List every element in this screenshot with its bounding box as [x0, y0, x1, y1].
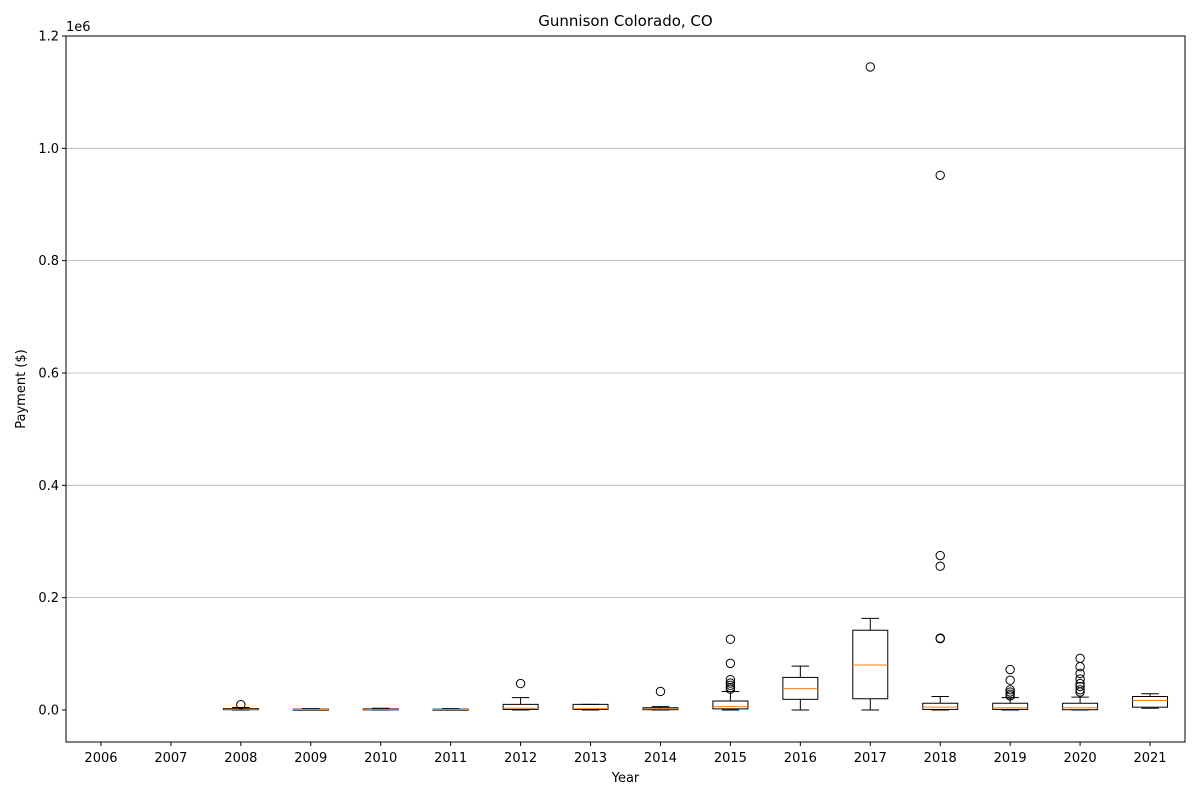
y-tick-label: 0.6 [38, 366, 59, 381]
x-axis-label: Year [611, 771, 640, 786]
flier-point [515, 678, 526, 689]
flier-point [1005, 675, 1015, 685]
y-tick-label: 0.2 [38, 591, 59, 606]
box-body [1132, 696, 1169, 708]
x-tick-label: 2008 [224, 751, 257, 766]
y-axis-offset-label: 1e6 [66, 20, 91, 35]
x-tick-label: 2010 [364, 751, 397, 766]
flier-point [1075, 674, 1085, 684]
flier-point [1075, 668, 1085, 679]
box-2010 [362, 707, 399, 711]
x-tick-label: 2013 [574, 751, 607, 766]
x-tick-label: 2018 [924, 751, 957, 766]
box-body [712, 700, 749, 710]
flier-point [1075, 681, 1085, 692]
x-tick-label: 2015 [714, 751, 747, 766]
box-2009 [292, 708, 329, 711]
box-2014 [642, 686, 679, 711]
box-body [922, 702, 959, 710]
flier-point [1075, 678, 1085, 689]
box-2018 [922, 170, 959, 711]
y-tick-label: 0.0 [38, 703, 59, 718]
box-2016 [782, 665, 819, 711]
box-body [1062, 702, 1099, 711]
flier-point [935, 633, 945, 643]
x-tick-label: 2020 [1064, 751, 1097, 766]
x-tick-label: 2017 [854, 751, 887, 766]
box-2017 [852, 62, 889, 711]
box-2012 [502, 678, 539, 711]
flier-point [1075, 653, 1085, 664]
box-body [852, 629, 889, 700]
flier-point [935, 170, 945, 180]
box-2020 [1062, 653, 1099, 711]
box-2015 [712, 634, 749, 711]
flier-point [865, 62, 875, 72]
y-tick-label: 0.8 [38, 254, 59, 269]
flier-point [1005, 687, 1015, 697]
box-2011 [432, 708, 469, 711]
x-tick-label: 2021 [1133, 751, 1166, 766]
x-tick-label: 2011 [434, 751, 467, 766]
box-body [572, 703, 609, 710]
flier-point [655, 686, 666, 697]
x-tick-label: 2007 [154, 751, 187, 766]
chart-title: Gunnison Colorado, CO [538, 12, 712, 30]
x-tick-label: 2014 [644, 751, 677, 766]
x-tick-label: 2019 [994, 751, 1027, 766]
y-tick-label: 1.0 [38, 142, 59, 157]
box-2013 [572, 703, 609, 711]
box-body [992, 702, 1029, 710]
flier-point [1005, 664, 1015, 675]
flier-point [1005, 685, 1015, 695]
box-body [502, 703, 539, 710]
x-tick-label: 2009 [294, 751, 327, 766]
box-2021 [1132, 693, 1169, 709]
box-2008 [222, 699, 259, 711]
flier-point [1005, 689, 1015, 699]
y-axis: 0.0 0.2 0.4 0.6 0.8 1.0 1.2 [38, 30, 66, 718]
y-tick-label: 0.4 [38, 479, 59, 494]
flier-point [725, 678, 736, 688]
grid-lines [66, 147, 1185, 599]
x-axis: 2006 2007 2008 2009 2010 2011 2012 2013 2014 2015… [84, 742, 1167, 766]
flier-point [725, 674, 736, 685]
flier-point [935, 550, 945, 561]
box-plots [222, 62, 1169, 711]
flier-point [725, 634, 736, 644]
flier-point [1075, 685, 1085, 695]
flier-point [236, 699, 246, 710]
x-tick-label: 2012 [504, 751, 537, 766]
plot-frame [65, 35, 1186, 743]
x-tick-label: 2006 [84, 751, 117, 766]
flier-point [935, 561, 945, 571]
x-tick-label: 2016 [784, 751, 817, 766]
box-2019 [992, 664, 1029, 711]
y-axis-label: Payment ($) [14, 349, 29, 428]
flier-point [725, 680, 736, 690]
y-tick-label: 1.2 [38, 30, 59, 45]
flier-point [725, 658, 736, 669]
flier-point [725, 682, 736, 693]
